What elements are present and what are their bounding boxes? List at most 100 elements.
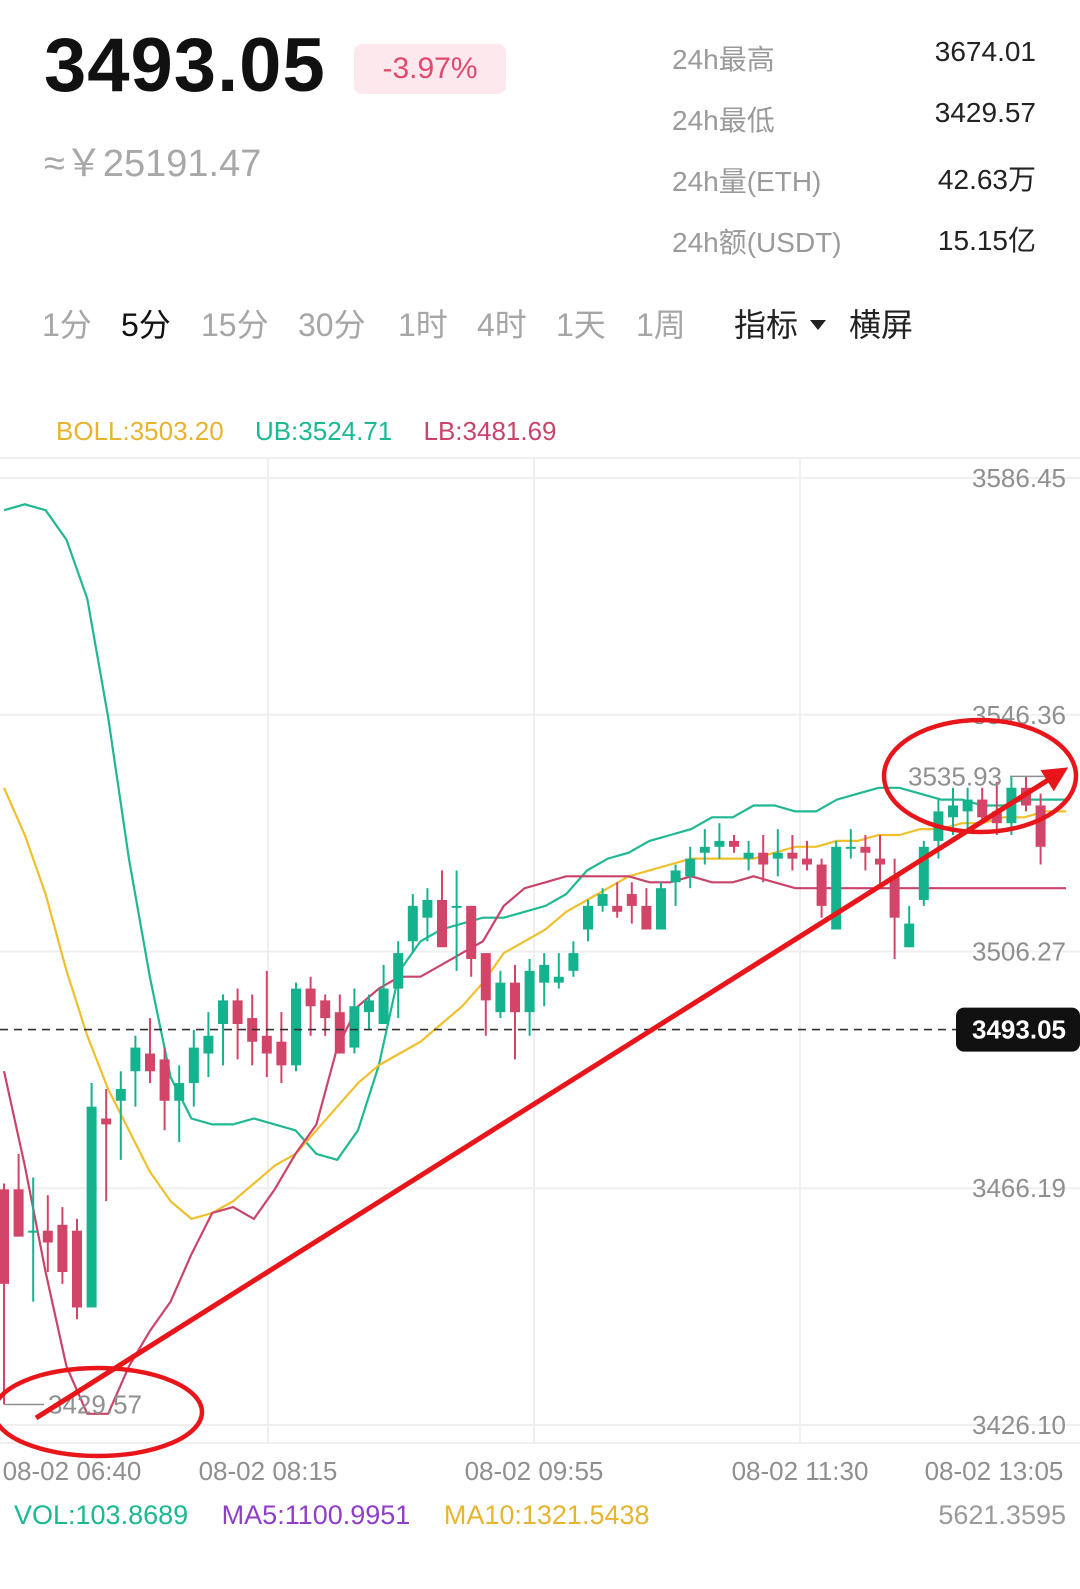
candle-body bbox=[13, 1189, 24, 1237]
candle-body bbox=[57, 1224, 68, 1273]
candle-body bbox=[743, 852, 754, 859]
boll-indicator-legend: BOLL:3503.20 UB:3524.71 LB:3481.69 bbox=[56, 416, 581, 447]
tab-1m[interactable]: 1分 bbox=[42, 307, 92, 343]
candle-body bbox=[480, 953, 491, 1001]
candle-body bbox=[422, 899, 433, 918]
boll-upper-value: UB:3524.71 bbox=[254, 416, 393, 446]
candle-body bbox=[568, 953, 579, 971]
candle-body bbox=[729, 840, 739, 847]
candle-body bbox=[334, 1012, 345, 1054]
low-highlight-ellipse bbox=[0, 1365, 205, 1459]
x-axis-tick-label: 08-02 11:30 bbox=[732, 1456, 869, 1486]
candle-body bbox=[524, 970, 535, 1013]
candle-body bbox=[831, 846, 842, 930]
candle-body bbox=[699, 846, 710, 853]
candle-body bbox=[28, 1230, 39, 1233]
boll-mid-line bbox=[2, 787, 1066, 1221]
stat-value: 42.63万 bbox=[937, 164, 1036, 195]
candle-body bbox=[670, 870, 681, 883]
tab-1d[interactable]: 1天 bbox=[556, 307, 606, 343]
high-highlight-ellipse bbox=[881, 717, 1079, 835]
y-axis-tick-label: 3506.27 bbox=[972, 937, 1066, 967]
candle-body bbox=[364, 1000, 374, 1013]
candle-body bbox=[714, 840, 725, 847]
candle-body bbox=[115, 1088, 126, 1101]
candle-body bbox=[626, 894, 637, 906]
candle-body bbox=[218, 1000, 228, 1024]
candle-body bbox=[597, 894, 608, 906]
candle-body bbox=[685, 858, 696, 877]
volume-legend: VOL:103.8689 MA5:1100.9951 MA10:1321.543… bbox=[14, 1500, 676, 1531]
tab-5m[interactable]: 5分 bbox=[121, 307, 171, 343]
candle-body bbox=[261, 1035, 272, 1054]
landscape-button[interactable]: 横屏 bbox=[849, 307, 914, 343]
cny-price: ≈￥25191.47 bbox=[44, 143, 262, 185]
candle-body bbox=[466, 905, 477, 960]
candle-body bbox=[553, 976, 564, 983]
candle-body bbox=[232, 1000, 243, 1024]
candlestick-chart[interactable]: 3586.453546.363506.273466.193426.1008-02… bbox=[0, 0, 1080, 1500]
stat-low-row: 24h最低 3429.57 bbox=[672, 91, 1036, 152]
candle-body bbox=[174, 1083, 185, 1101]
stats-panel: 24h最高 3674.01 24h最低 3429.57 24h量(ETH) 42… bbox=[672, 30, 1036, 274]
candle-body bbox=[758, 852, 769, 865]
boll-lower-value: LB:3481.69 bbox=[423, 416, 557, 446]
indicator-dropdown[interactable]: 指标 bbox=[734, 300, 827, 346]
candle-body bbox=[539, 964, 550, 983]
candle-body bbox=[451, 905, 462, 908]
boll-mid-value: BOLL:3503.20 bbox=[56, 416, 224, 446]
candle-body bbox=[86, 1106, 97, 1308]
candle-body bbox=[320, 1000, 331, 1019]
candle-body bbox=[393, 953, 404, 989]
candle-body bbox=[0, 1189, 9, 1284]
candle-body bbox=[291, 988, 301, 1066]
candle-body bbox=[641, 905, 652, 930]
x-axis-tick-label: 08-02 09:55 bbox=[465, 1456, 604, 1486]
tab-1h[interactable]: 1时 bbox=[398, 307, 448, 343]
candle-body bbox=[948, 805, 958, 818]
price-change-badge: -3.97% bbox=[354, 44, 506, 94]
stat-label: 24h量(ETH) bbox=[672, 166, 822, 197]
volume-max: 5621.3595 bbox=[938, 1500, 1066, 1530]
candle-body bbox=[42, 1230, 53, 1243]
y-axis-tick-label: 3466.19 bbox=[972, 1173, 1066, 1203]
tab-1w[interactable]: 1周 bbox=[636, 307, 686, 343]
candle-body bbox=[612, 905, 623, 912]
candle-body bbox=[188, 1047, 199, 1084]
timeframe-tabs: 1分 5分 15分 30分 1时 4时 1天 1周 指标 横屏 bbox=[0, 300, 1080, 360]
candle-body bbox=[816, 864, 827, 906]
candle-body bbox=[802, 858, 812, 865]
candle-body bbox=[962, 799, 973, 812]
tab-15m[interactable]: 15分 bbox=[201, 307, 269, 343]
low-marker-label: 3429.57 bbox=[48, 1390, 142, 1420]
y-axis-tick-label: 3586.45 bbox=[972, 463, 1066, 493]
candle-body bbox=[656, 888, 666, 930]
chart-grid bbox=[0, 457, 1080, 1444]
candle-body bbox=[130, 1047, 141, 1072]
chart-annotations bbox=[0, 717, 1079, 1459]
candle-body bbox=[510, 982, 520, 1013]
tab-4h[interactable]: 4时 bbox=[477, 307, 527, 343]
stat-high-row: 24h最高 3674.01 bbox=[672, 30, 1036, 91]
candle-body bbox=[305, 988, 316, 1007]
trend-arrow bbox=[34, 767, 1069, 1421]
candle-body bbox=[860, 846, 871, 853]
candle-body bbox=[772, 852, 783, 859]
stat-value: 15.15亿 bbox=[937, 225, 1036, 256]
candles bbox=[0, 775, 1046, 1405]
current-price-label: 3493.05 bbox=[972, 1015, 1066, 1045]
tab-30m[interactable]: 30分 bbox=[298, 307, 366, 343]
candle-body bbox=[845, 846, 856, 849]
boll-lower-line bbox=[2, 875, 1066, 1415]
stat-label: 24h最低 bbox=[672, 105, 775, 136]
ticker-header: 3493.05 -3.97% ≈￥25191.47 24h最高 3674.01 … bbox=[0, 0, 1080, 280]
high-marker-label: 3535.93 bbox=[908, 761, 1002, 791]
candle-body bbox=[1035, 805, 1046, 847]
candle-body bbox=[904, 923, 915, 948]
y-axis-tick-label: 3426.10 bbox=[972, 1410, 1066, 1440]
candle-body bbox=[159, 1059, 170, 1101]
current-price-tag bbox=[956, 1007, 1080, 1052]
stat-value: 3674.01 bbox=[934, 36, 1036, 67]
candle-body bbox=[495, 982, 506, 1013]
candle-body bbox=[407, 905, 418, 942]
